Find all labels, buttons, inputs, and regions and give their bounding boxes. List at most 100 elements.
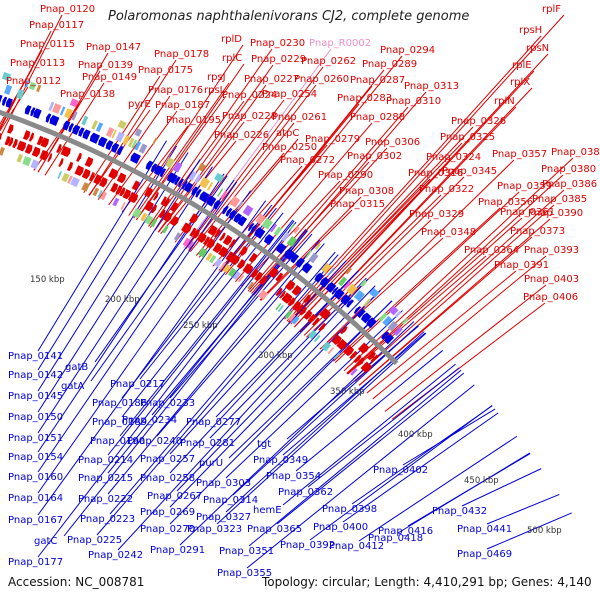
gene-label[interactable]: Pnap_0323 bbox=[187, 524, 242, 535]
gene-feature[interactable] bbox=[331, 286, 339, 295]
gene-feature[interactable] bbox=[261, 217, 273, 230]
gene-label[interactable]: Pnap_0272 bbox=[280, 155, 335, 166]
gene-label[interactable]: Pnap_0139 bbox=[78, 60, 133, 71]
gene-feature[interactable] bbox=[71, 111, 78, 121]
gene-feature[interactable] bbox=[206, 181, 214, 191]
gene-feature[interactable] bbox=[308, 329, 318, 340]
gene-label[interactable]: Pnap_0289 bbox=[362, 59, 417, 70]
gene-feature[interactable] bbox=[184, 182, 194, 193]
gene-label[interactable]: Pnap_0322 bbox=[419, 184, 474, 195]
gene-feature[interactable] bbox=[162, 211, 173, 223]
gene-feature[interactable] bbox=[70, 176, 80, 188]
gene-feature[interactable] bbox=[68, 123, 75, 133]
gene-feature[interactable] bbox=[132, 208, 142, 219]
gene-feature[interactable] bbox=[72, 124, 81, 135]
gene-label[interactable]: Pnap_0416 bbox=[378, 526, 433, 537]
gene-feature[interactable] bbox=[346, 283, 358, 295]
gene-feature[interactable] bbox=[250, 224, 258, 234]
gene-feature[interactable] bbox=[250, 268, 259, 279]
gene-feature[interactable] bbox=[31, 146, 41, 158]
gene-label[interactable]: Pnap_0288 bbox=[350, 112, 405, 123]
gene-feature[interactable] bbox=[277, 304, 284, 313]
gene-feature[interactable] bbox=[349, 350, 358, 360]
gene-feature[interactable] bbox=[327, 347, 335, 355]
gene-feature[interactable] bbox=[214, 172, 225, 183]
gene-feature[interactable] bbox=[279, 290, 286, 299]
gene-feature[interactable] bbox=[195, 188, 202, 198]
gene-label[interactable]: Pnap_0365 bbox=[247, 524, 302, 535]
gene-feature[interactable] bbox=[268, 267, 279, 279]
gene-feature[interactable] bbox=[24, 80, 30, 88]
gene-feature[interactable] bbox=[2, 96, 8, 106]
gene-label[interactable]: pyrE bbox=[128, 99, 151, 110]
gene-label[interactable]: Pnap_0308 bbox=[339, 186, 394, 197]
gene-feature[interactable] bbox=[220, 190, 228, 200]
gene-label[interactable]: Pnap_0329 bbox=[409, 209, 464, 220]
gene-feature[interactable] bbox=[40, 137, 49, 148]
gene-feature[interactable] bbox=[197, 162, 206, 172]
gene-feature[interactable] bbox=[145, 160, 154, 171]
gene-label[interactable]: Pnap_0390 bbox=[528, 208, 583, 219]
gene-label[interactable]: gatB bbox=[65, 362, 88, 373]
gene-feature[interactable] bbox=[342, 344, 355, 357]
gene-label[interactable]: Pnap_0176 bbox=[148, 85, 203, 96]
gene-feature[interactable] bbox=[4, 135, 11, 146]
gene-label[interactable]: Pnap_0290 bbox=[318, 170, 373, 181]
gene-feature[interactable] bbox=[0, 132, 2, 142]
gene-feature[interactable] bbox=[307, 313, 317, 323]
gene-label[interactable]: Pnap_0279 bbox=[305, 134, 360, 145]
gene-label[interactable]: Pnap_0226 bbox=[214, 130, 269, 141]
gene-feature[interactable] bbox=[214, 229, 221, 238]
gene-feature[interactable] bbox=[166, 172, 178, 184]
gene-feature[interactable] bbox=[30, 107, 36, 117]
gene-label[interactable]: Pnap_0261 bbox=[272, 112, 327, 123]
gene-feature[interactable] bbox=[263, 234, 275, 246]
gene-label[interactable]: Pnap_0277 bbox=[186, 417, 241, 428]
gene-feature[interactable] bbox=[370, 354, 378, 363]
gene-feature[interactable] bbox=[36, 84, 42, 93]
gene-feature[interactable] bbox=[58, 157, 64, 167]
gene-feature[interactable] bbox=[92, 187, 100, 197]
gene-feature[interactable] bbox=[359, 279, 368, 288]
gene-label[interactable]: Pnap_0357 bbox=[492, 149, 547, 160]
gene-feature[interactable] bbox=[213, 199, 222, 210]
gene-feature[interactable] bbox=[97, 189, 103, 198]
gene-feature[interactable] bbox=[219, 232, 226, 242]
gene-feature[interactable] bbox=[61, 172, 70, 183]
gene-feature[interactable] bbox=[182, 237, 191, 247]
gene-feature[interactable] bbox=[105, 126, 115, 138]
gene-feature[interactable] bbox=[239, 246, 248, 256]
gene-label[interactable]: Pnap_0225 bbox=[67, 535, 122, 546]
gene-feature[interactable] bbox=[217, 188, 224, 197]
gene-label[interactable]: Pnap_0412 bbox=[329, 541, 384, 552]
gene-label[interactable]: Pnap_0359 bbox=[497, 181, 552, 192]
gene-feature[interactable] bbox=[4, 84, 13, 95]
gene-feature[interactable] bbox=[331, 334, 342, 345]
gene-label[interactable]: Pnap_0190 bbox=[90, 436, 145, 447]
gene-label[interactable]: Pnap_0315 bbox=[330, 199, 385, 210]
gene-label[interactable]: Pnap_0406 bbox=[523, 292, 578, 303]
gene-label[interactable]: Pnap_0257 bbox=[140, 454, 195, 465]
gene-feature[interactable] bbox=[219, 261, 227, 270]
gene-label[interactable]: Pnap_0316 bbox=[408, 168, 463, 179]
gene-feature[interactable] bbox=[172, 161, 183, 173]
gene-label[interactable]: Pnap_0187 bbox=[155, 100, 210, 111]
gene-feature[interactable] bbox=[382, 315, 393, 327]
gene-feature[interactable] bbox=[202, 236, 210, 246]
gene-label[interactable]: Pnap_0230 bbox=[250, 38, 305, 49]
gene-feature[interactable] bbox=[160, 196, 167, 206]
gene-feature[interactable] bbox=[188, 170, 197, 181]
gene-label[interactable]: Pnap_0222 bbox=[78, 494, 133, 505]
gene-feature[interactable] bbox=[321, 262, 332, 274]
gene-feature[interactable] bbox=[189, 227, 197, 237]
gene-feature[interactable] bbox=[115, 185, 123, 195]
gene-feature[interactable] bbox=[206, 238, 216, 249]
gene-feature[interactable] bbox=[222, 234, 233, 246]
gene-feature[interactable] bbox=[319, 276, 331, 288]
gene-feature[interactable] bbox=[288, 313, 296, 322]
gene-feature[interactable] bbox=[291, 316, 300, 325]
gene-feature[interactable] bbox=[150, 204, 158, 214]
gene-feature[interactable] bbox=[24, 105, 32, 115]
gene-label[interactable]: Pnap_0291 bbox=[150, 545, 205, 556]
gene-feature[interactable] bbox=[363, 298, 371, 307]
